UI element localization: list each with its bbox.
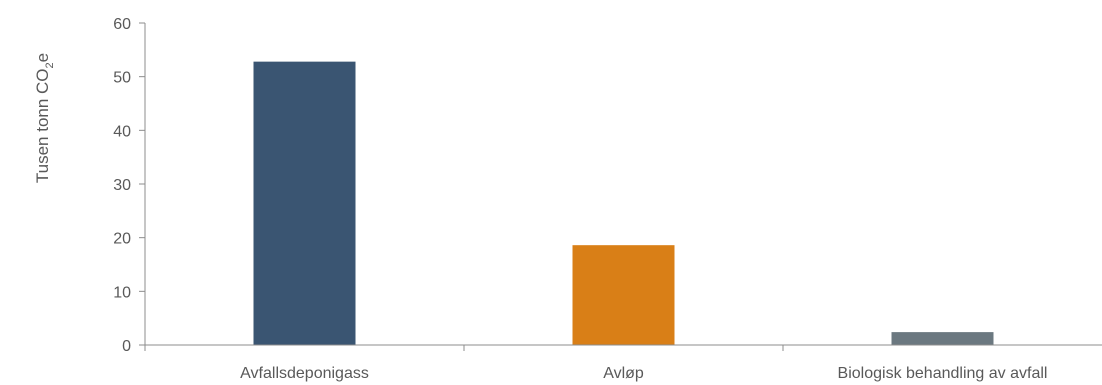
y-tick-label: 50 xyxy=(113,70,131,87)
bar xyxy=(253,61,356,345)
y-tick-label: 60 xyxy=(113,16,131,33)
y-tick-label: 10 xyxy=(113,284,131,301)
bars-group xyxy=(253,61,994,345)
bar xyxy=(891,332,994,345)
y-axis-title-suffix: e xyxy=(33,53,52,62)
y-tick-label: 0 xyxy=(122,338,131,355)
y-axis-ticks: 0 10 20 30 40 50 60 xyxy=(113,16,146,355)
y-axis-title-main: Tusen tonn CO xyxy=(33,68,52,183)
x-category-label: Avløp xyxy=(603,365,644,382)
y-axis-title-subscript: 2 xyxy=(44,62,56,68)
x-axis: Avfallsdeponigass Avløp Biologisk behandli… xyxy=(144,344,1102,382)
y-tick-label: 40 xyxy=(113,123,131,140)
x-category-label: Biologisk behandling av avfall xyxy=(838,365,1048,382)
bar xyxy=(572,245,675,345)
y-tick-label: 20 xyxy=(113,231,131,248)
y-tick-label: 30 xyxy=(113,177,131,194)
x-category-label: Avfallsdeponigass xyxy=(240,365,369,382)
y-axis-title: Tusen tonn CO2e xyxy=(33,53,56,183)
